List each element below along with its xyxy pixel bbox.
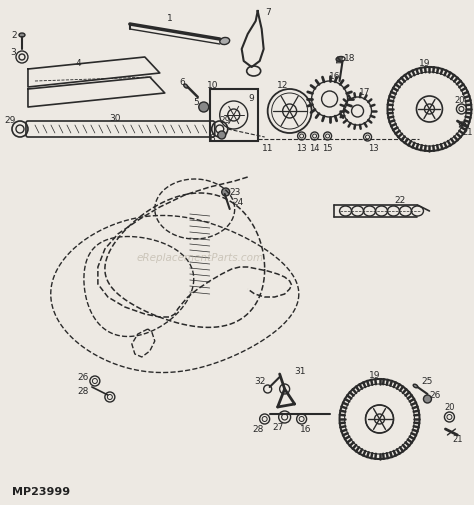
Text: 29: 29 — [4, 115, 16, 124]
Text: 22: 22 — [394, 195, 405, 204]
Text: 13: 13 — [296, 143, 307, 152]
Circle shape — [218, 132, 226, 140]
Text: 26: 26 — [77, 373, 89, 382]
Text: 1: 1 — [167, 14, 173, 22]
Text: 19: 19 — [369, 370, 380, 379]
Text: 28: 28 — [77, 387, 89, 396]
Text: 15: 15 — [322, 143, 333, 152]
Text: 12: 12 — [277, 80, 288, 89]
Circle shape — [423, 395, 431, 403]
Text: MP23999: MP23999 — [12, 486, 70, 496]
Text: 7: 7 — [265, 8, 271, 17]
Ellipse shape — [184, 85, 188, 89]
Circle shape — [199, 103, 209, 113]
Text: 25: 25 — [422, 377, 433, 386]
Ellipse shape — [19, 34, 25, 38]
Bar — [210, 90, 258, 142]
Text: 13: 13 — [368, 143, 379, 152]
Text: 20: 20 — [444, 402, 455, 412]
Text: 10: 10 — [207, 80, 219, 89]
Text: 24: 24 — [232, 197, 243, 206]
Text: 26: 26 — [430, 390, 441, 399]
Text: 19: 19 — [419, 59, 430, 67]
Text: 14: 14 — [310, 143, 320, 152]
Text: 5: 5 — [193, 97, 199, 106]
Circle shape — [222, 189, 230, 196]
Ellipse shape — [220, 38, 230, 45]
Text: 6: 6 — [179, 77, 185, 86]
Text: 21: 21 — [462, 127, 473, 136]
Text: 17: 17 — [359, 87, 370, 96]
Text: eReplacementParts.com: eReplacementParts.com — [136, 252, 264, 263]
Ellipse shape — [413, 384, 418, 388]
Text: 31: 31 — [294, 367, 305, 376]
Text: 32: 32 — [254, 377, 265, 386]
Text: 16: 16 — [329, 71, 340, 80]
Text: 9: 9 — [249, 93, 255, 103]
Text: 2: 2 — [11, 30, 17, 39]
Text: 16: 16 — [300, 425, 311, 434]
Text: 23: 23 — [229, 187, 240, 196]
Text: 27: 27 — [272, 423, 283, 432]
Text: 3: 3 — [10, 47, 16, 57]
Text: 11: 11 — [262, 143, 273, 152]
Text: 29: 29 — [219, 115, 230, 124]
Text: 20: 20 — [454, 95, 465, 105]
Text: 8: 8 — [210, 133, 216, 142]
Text: 21: 21 — [452, 435, 463, 443]
Text: 30: 30 — [109, 113, 120, 122]
Text: 4: 4 — [75, 59, 81, 67]
Text: 28: 28 — [252, 425, 264, 434]
Text: 18: 18 — [344, 54, 356, 63]
